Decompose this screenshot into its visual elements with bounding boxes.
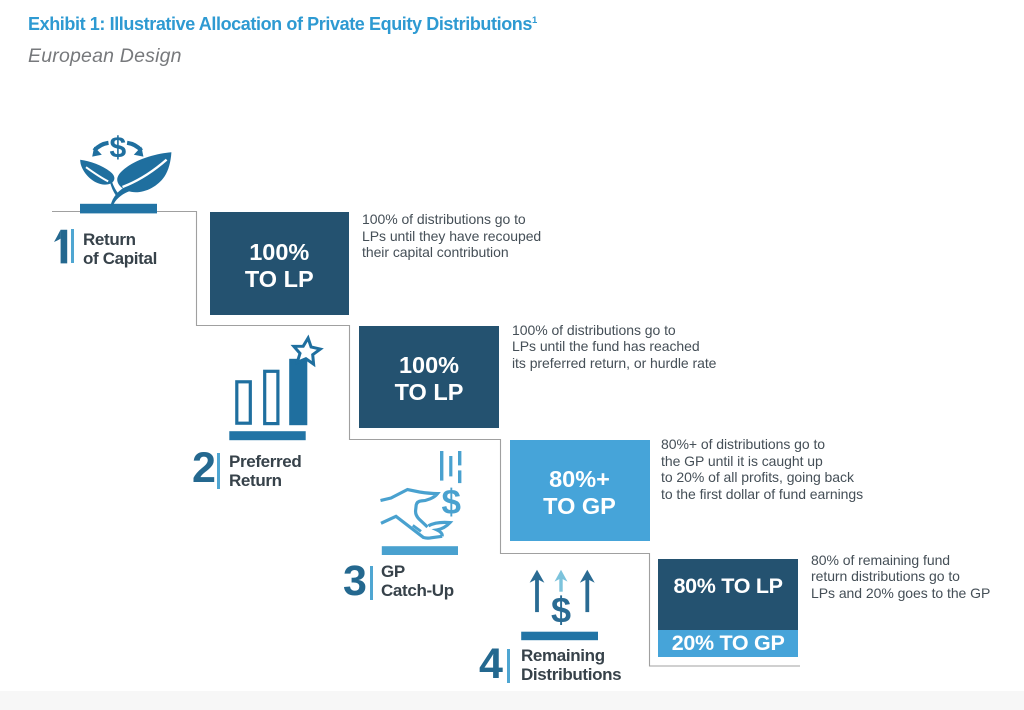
svg-text:$: $ xyxy=(551,590,571,631)
svg-text:$: $ xyxy=(441,483,460,522)
svg-text:$: $ xyxy=(109,131,126,164)
